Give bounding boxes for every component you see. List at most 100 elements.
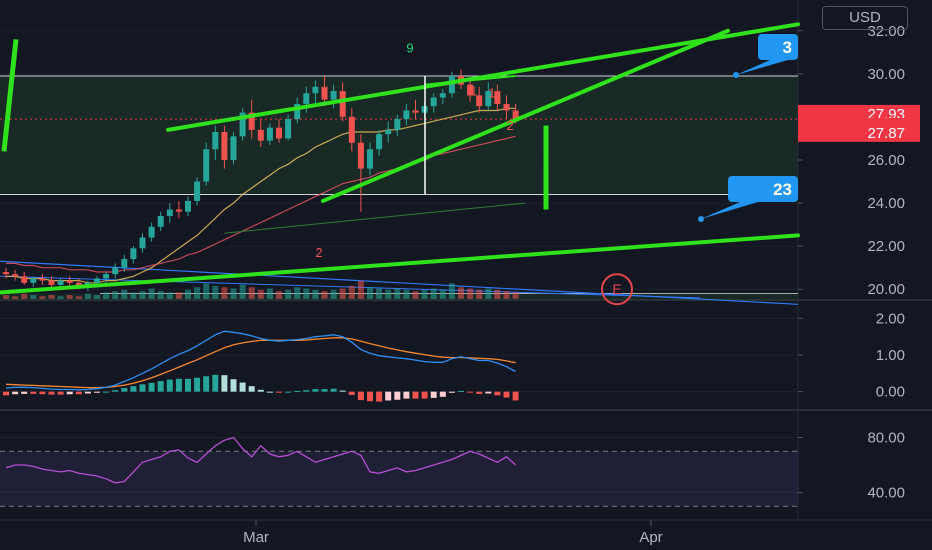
candle xyxy=(412,99,419,120)
measured-move-line xyxy=(1,39,19,152)
rsi-band xyxy=(0,451,798,507)
candle-body xyxy=(430,97,437,107)
volume-bar xyxy=(221,287,228,299)
macd-histogram-bar xyxy=(66,391,73,395)
candle xyxy=(348,108,355,152)
volume-bar xyxy=(48,295,55,299)
candle-body xyxy=(21,276,28,283)
macd-histogram-bar xyxy=(239,382,246,392)
candle xyxy=(367,142,373,176)
callout-box xyxy=(728,176,798,202)
volume-bar xyxy=(357,280,364,299)
currency-selector[interactable]: USD xyxy=(822,6,908,30)
macd-histogram-bar xyxy=(294,390,301,392)
bar-count-label: 1 xyxy=(470,83,477,98)
candle-body xyxy=(348,116,355,143)
candle xyxy=(357,134,364,212)
macd-histogram-bar xyxy=(248,386,255,392)
candle-body xyxy=(112,267,119,275)
candle xyxy=(230,132,237,165)
macd-histogram-bar xyxy=(467,391,474,393)
volume-bar xyxy=(121,289,128,299)
candle xyxy=(221,125,228,169)
volume-bar xyxy=(321,291,328,299)
macd-histogram-bar xyxy=(48,391,55,395)
candle-body xyxy=(221,132,228,160)
volume-bar xyxy=(312,289,319,299)
macd-histogram-bar xyxy=(185,378,191,392)
volume-bar xyxy=(430,288,437,299)
callout-box xyxy=(758,34,798,60)
macd-axis-label: 0.00 xyxy=(876,384,905,401)
volume-bar xyxy=(212,285,219,299)
candle-body xyxy=(257,129,264,141)
macd-histogram-bar xyxy=(276,391,282,393)
macd-histogram-bar xyxy=(321,389,328,392)
macd-histogram-bar xyxy=(430,391,437,398)
macd-histogram-bar xyxy=(84,391,91,394)
volume-bar xyxy=(30,295,37,299)
macd-histogram-bar xyxy=(30,391,37,394)
volume-bar xyxy=(285,289,292,299)
volume-bar xyxy=(57,296,64,299)
macd-histogram-bar xyxy=(139,384,146,392)
candle xyxy=(12,269,19,281)
candle xyxy=(30,276,37,288)
candle xyxy=(175,200,182,219)
volume-bar xyxy=(12,296,19,299)
volume-bar xyxy=(403,289,410,299)
candle-body xyxy=(330,91,337,100)
candle-body xyxy=(367,149,373,169)
volume-bar xyxy=(376,288,383,299)
candle-body xyxy=(285,119,292,139)
macd-histogram-bar xyxy=(57,391,64,395)
earnings-marker xyxy=(601,273,633,306)
candle-body xyxy=(194,181,201,201)
wedge-trendline xyxy=(166,22,800,132)
macd-histogram-bar xyxy=(303,390,310,392)
candle xyxy=(376,129,383,156)
volume-bar xyxy=(485,288,492,299)
volume-bar xyxy=(94,295,100,299)
candle-body xyxy=(467,84,474,96)
macd-histogram-bar xyxy=(367,391,373,402)
volume-bar xyxy=(512,292,519,299)
candle-body xyxy=(339,91,346,117)
wedge-trendline xyxy=(424,75,516,86)
rsi-axis-label: 80.00 xyxy=(867,430,905,447)
candle-body xyxy=(212,132,219,150)
candle-body xyxy=(385,129,392,135)
candle-body xyxy=(412,110,419,113)
volume-bar xyxy=(39,296,46,299)
macd-line xyxy=(5,330,516,391)
volume-bar xyxy=(21,293,28,299)
candle-body xyxy=(394,119,401,130)
candle-body xyxy=(130,248,137,260)
candle xyxy=(430,93,437,113)
volume-bars xyxy=(3,280,519,299)
macd-histogram-bar xyxy=(458,390,464,392)
candle xyxy=(294,97,301,124)
candle-body xyxy=(12,274,19,277)
candle xyxy=(476,86,483,113)
macd-histogram-bar xyxy=(512,391,519,401)
macd-histogram-bar xyxy=(21,391,28,394)
macd-histogram-bar xyxy=(412,391,419,399)
volume-bar xyxy=(248,287,255,299)
bar-count-label: 2 xyxy=(315,245,322,260)
earnings-marker-label: E xyxy=(612,281,621,297)
macd-histogram-bar xyxy=(312,389,319,392)
macd-histogram-bar xyxy=(357,391,364,401)
bar-count-label: 1 xyxy=(488,86,495,101)
rsi-axis-label: 40.00 xyxy=(867,485,905,502)
candle xyxy=(285,114,292,141)
candle xyxy=(503,95,510,120)
macd-histogram-bar xyxy=(330,388,337,392)
macd-histogram-bar xyxy=(130,386,137,392)
callout-anchor xyxy=(733,72,739,78)
candle-body xyxy=(239,112,246,137)
candle-body xyxy=(139,237,146,249)
macd-histogram-bar xyxy=(266,391,273,393)
volume-bar xyxy=(494,289,501,299)
